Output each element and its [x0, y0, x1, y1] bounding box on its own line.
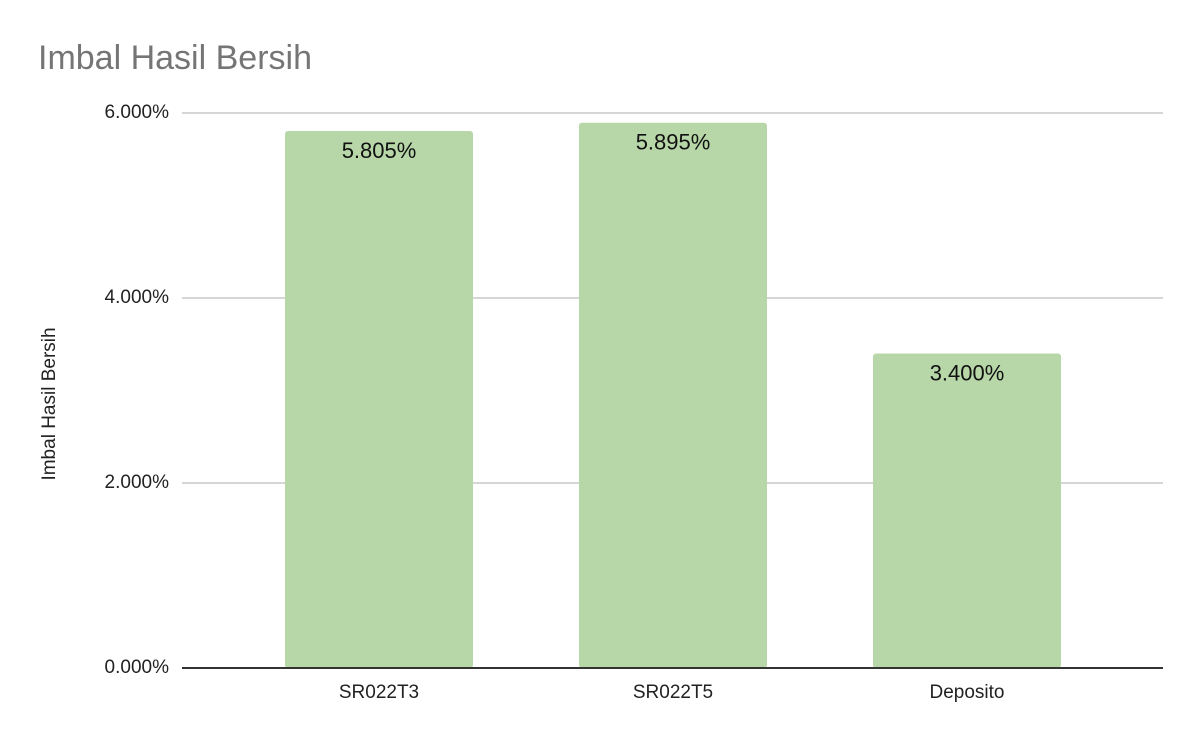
value-label: 3.400%: [930, 360, 1005, 385]
x-tick-label: SR022T5: [633, 682, 713, 703]
y-axis-label: Imbal Hasil Bersih: [39, 327, 60, 480]
y-tick-label: 0.000%: [105, 657, 170, 678]
x-tick-label: Deposito: [930, 682, 1005, 703]
chart-title: Imbal Hasil Bersih: [38, 39, 312, 77]
y-tick-label: 2.000%: [105, 472, 170, 493]
bar: [285, 131, 473, 669]
y-tick-label: 4.000%: [105, 287, 170, 308]
y-tick-label: 6.000%: [105, 102, 170, 123]
x-tick-label: SR022T3: [339, 682, 419, 703]
value-label: 5.805%: [342, 138, 417, 163]
bar: [873, 353, 1061, 668]
value-label: 5.895%: [636, 130, 711, 155]
bar: [579, 122, 767, 668]
